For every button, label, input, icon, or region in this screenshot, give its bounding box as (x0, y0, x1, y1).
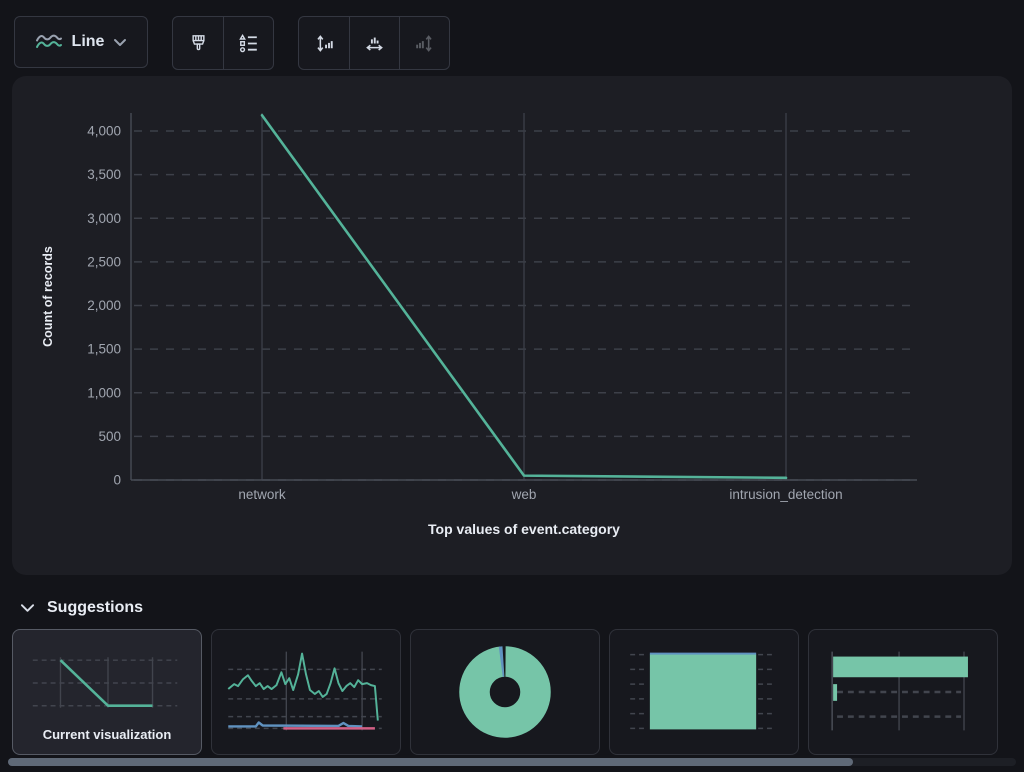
suggestion-thumbnail-time-series (227, 651, 382, 731)
axes-button-group (298, 16, 450, 70)
svg-text:1,000: 1,000 (87, 385, 121, 400)
suggestion-card-label: Current visualization (42, 727, 172, 742)
bottom-axis-icon (365, 34, 384, 53)
suggestion-card-donut[interactable] (410, 629, 600, 755)
svg-text:network: network (238, 487, 286, 502)
chevron-down-icon[interactable] (20, 603, 35, 613)
visual-options-icon (239, 33, 258, 53)
svg-text:intrusion_detection: intrusion_detection (729, 487, 842, 502)
svg-text:3,500: 3,500 (87, 167, 121, 182)
paintbrush-icon (189, 34, 208, 53)
chevron-down-icon (113, 38, 127, 47)
suggestion-card-current[interactable]: Current visualization (12, 629, 202, 755)
chart-type-button[interactable]: Line (14, 16, 148, 68)
scrollbar-thumb[interactable] (8, 758, 853, 766)
svg-text:2,500: 2,500 (87, 254, 121, 269)
horizontal-scrollbar[interactable] (8, 758, 1016, 766)
appearance-button-group (172, 16, 274, 70)
chart-toolbar: Line (14, 16, 450, 70)
left-axis-icon (315, 34, 334, 53)
svg-text:Count of records: Count of records (41, 246, 55, 347)
svg-text:1,500: 1,500 (87, 342, 121, 357)
svg-text:web: web (511, 487, 537, 502)
suggestions-header: Suggestions (20, 599, 143, 617)
suggestions-heading: Suggestions (47, 599, 144, 616)
line-chart-icon (35, 32, 63, 52)
right-axis-button[interactable] (399, 17, 449, 69)
suggestion-thumbnail-bar-vertical (630, 652, 774, 730)
chart-type-label: Line (71, 33, 105, 50)
visual-options-button[interactable] (223, 17, 273, 69)
visual-appearance-button[interactable] (173, 17, 223, 69)
svg-text:3,000: 3,000 (87, 211, 121, 226)
bottom-axis-button[interactable] (349, 17, 399, 69)
svg-text:4,000: 4,000 (87, 124, 121, 139)
suggestions-list: Current visualization (12, 629, 998, 755)
svg-text:500: 500 (98, 429, 121, 444)
chart-panel: 0 500 1,000 1,500 2,000 2,500 3,000 3,500 4,000 n… (12, 76, 1012, 575)
left-axis-button[interactable] (299, 17, 349, 69)
svg-text:Top values of event.category: Top values of event.category (428, 521, 620, 537)
svg-text:2,000: 2,000 (87, 298, 121, 313)
suggestion-card-bar-horizontal[interactable] (808, 629, 998, 755)
right-axis-icon (415, 34, 434, 53)
suggestion-card-bar-vertical[interactable] (609, 629, 799, 755)
suggestion-card-line-time-series[interactable] (211, 629, 401, 755)
suggestion-thumbnail-donut (459, 645, 551, 738)
suggestion-thumbnail-line (32, 657, 178, 708)
svg-text:0: 0 (113, 473, 121, 488)
line-chart[interactable]: 0 500 1,000 1,500 2,000 2,500 3,000 3,500 4,000 n… (12, 76, 1012, 575)
suggestion-thumbnail-bar-horizontal (831, 651, 968, 731)
